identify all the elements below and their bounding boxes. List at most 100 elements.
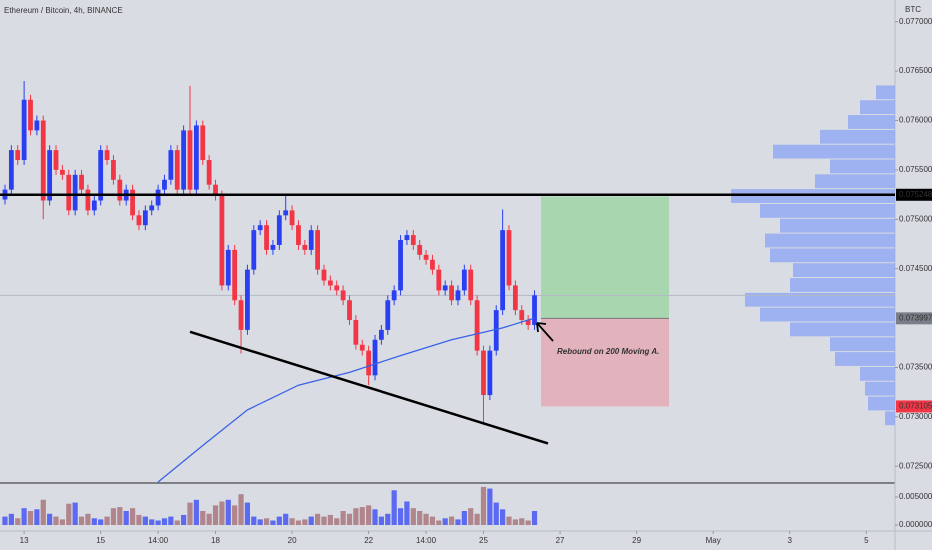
volume-bar [8, 513, 14, 525]
x-tick-label: 25 [479, 536, 488, 545]
currency-label: BTC [905, 5, 921, 14]
candle-body [270, 244, 276, 250]
candle-body [423, 254, 429, 260]
volume-profile-bar [773, 144, 895, 159]
y-tick-label: 0.072500 [899, 461, 932, 470]
volume-bar [436, 520, 442, 525]
volume-bar [174, 520, 180, 525]
volume-bar [110, 508, 117, 525]
volume-bar [359, 507, 365, 525]
volume-bar [448, 516, 455, 525]
x-tick-label: 14:00 [148, 536, 169, 545]
candle-body [174, 150, 180, 190]
stop-zone [541, 318, 669, 407]
volume-bar [442, 518, 448, 525]
chart-title: Ethereum / Bitcoin, 4h, BINANCE [4, 6, 123, 15]
candle-body [321, 269, 327, 281]
volume-bar [244, 502, 251, 525]
volume-bar [206, 513, 212, 525]
candle-body [181, 130, 187, 190]
moving-average [157, 317, 535, 483]
volume-bar [302, 519, 308, 525]
candle-body [347, 300, 352, 321]
candle-body [353, 320, 359, 345]
candle-body [200, 125, 206, 161]
volume-bar [525, 520, 531, 525]
volume-profile-bar [820, 129, 895, 144]
y-tick-label: 0.074500 [899, 264, 932, 273]
volume-bar [461, 510, 467, 525]
volume-bar [129, 508, 136, 525]
x-tick-label: 18 [211, 536, 220, 545]
candle-body [79, 174, 84, 190]
volume-bar [47, 513, 53, 525]
volume-bar [21, 508, 27, 525]
candle-body [327, 280, 333, 286]
candle-body [232, 249, 238, 301]
candle-body [372, 339, 378, 376]
volume-bar [2, 516, 8, 525]
volume-profile-bar [885, 411, 895, 426]
price-tag-label: 0.073997 [899, 313, 932, 322]
volume-bar [15, 518, 21, 525]
x-tick-label: 3 [788, 536, 793, 545]
candle-body [245, 269, 250, 330]
volume-bar [500, 509, 506, 525]
candle-body [21, 99, 27, 161]
candle-body [283, 210, 289, 216]
x-tick-label: 22 [364, 536, 373, 545]
candle-body [72, 174, 78, 211]
candle-body [519, 310, 525, 321]
candle-body [59, 169, 65, 175]
candle-body [15, 150, 21, 161]
y-tick-label: 0.075000 [899, 214, 932, 223]
y-tick-label: 0.073500 [899, 363, 932, 372]
volume-bar [276, 516, 282, 525]
volume-bar [225, 499, 231, 525]
candle-body [225, 249, 231, 286]
candle-body [111, 160, 116, 180]
x-tick-label: 27 [556, 536, 565, 545]
candle-body [340, 290, 346, 301]
candle-body [436, 269, 442, 291]
volume-profile-bar [865, 381, 895, 396]
price-tag-label: 0.073105 [899, 402, 932, 411]
candle-body [366, 350, 372, 376]
candle-body [213, 184, 218, 196]
candle-body [296, 225, 301, 245]
volume-bar [493, 502, 499, 525]
candle-body [512, 285, 518, 311]
candle-body [417, 244, 423, 255]
candle-body [315, 230, 321, 270]
candle-body [85, 189, 91, 211]
candle-body [168, 150, 174, 180]
volume-bar [480, 486, 487, 525]
candle-body [442, 285, 448, 291]
volume-bar [212, 505, 219, 525]
volume-bar [506, 516, 512, 525]
volume-profile-bar [793, 263, 895, 278]
volume-tick-label: 0.000000 [899, 520, 932, 529]
candle-body [104, 150, 110, 161]
candle-body [449, 285, 454, 301]
volume-profile-bar [790, 278, 895, 292]
volume-bar [91, 518, 97, 525]
volume-bar [232, 505, 238, 525]
candle-body [461, 269, 467, 291]
volume-profile-bar [731, 189, 895, 203]
candle-body [66, 174, 72, 211]
volume-bar [385, 513, 391, 525]
volume-profile-bar [830, 337, 895, 352]
volume-bar [270, 520, 276, 525]
volume-bar [53, 516, 59, 525]
volume-bar [519, 518, 525, 525]
candle-body [187, 130, 193, 190]
volume-bar [531, 510, 538, 525]
y-tick-label: 0.077000 [899, 17, 932, 26]
volume-bar [187, 502, 193, 525]
volume-profile-bar [770, 248, 895, 263]
candle-body [238, 300, 244, 330]
volume-profile-bar [830, 159, 895, 174]
volume-bar [417, 510, 423, 525]
volume-bar [155, 520, 161, 525]
